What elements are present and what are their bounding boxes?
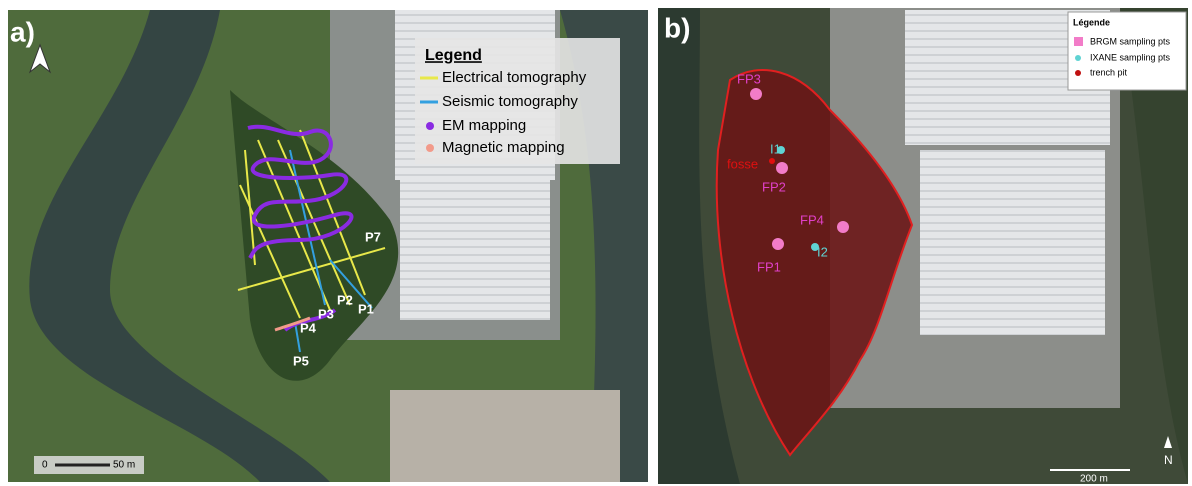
scale-label: 0 bbox=[42, 460, 48, 471]
legend-swatch bbox=[1075, 70, 1081, 76]
scale-label: 200 m bbox=[1080, 474, 1108, 485]
profile-label: P5 bbox=[293, 353, 309, 368]
legend-box bbox=[415, 38, 620, 164]
river bbox=[29, 10, 330, 482]
scale-label: 50 m bbox=[113, 460, 135, 471]
profile-label: P3 bbox=[318, 306, 334, 321]
legend-box bbox=[1067, 11, 1187, 91]
north-label: N bbox=[1164, 453, 1173, 467]
legend-item: Magnetic mapping bbox=[442, 139, 565, 156]
point-label: FP1 bbox=[757, 259, 781, 274]
legend-swatch bbox=[1075, 55, 1081, 61]
profile-label: P7 bbox=[365, 229, 381, 244]
brgm-pins bbox=[750, 88, 849, 250]
legend-swatch bbox=[1074, 37, 1083, 46]
point-label: FP3 bbox=[737, 71, 761, 86]
legend-title: Legend bbox=[425, 47, 482, 64]
profile-label: P4 bbox=[300, 320, 317, 335]
legend-title: Légende bbox=[1073, 17, 1110, 27]
building bbox=[400, 180, 550, 320]
panel-label: b) bbox=[664, 12, 690, 43]
point-label: fosse bbox=[727, 156, 758, 171]
point-label: FP4 bbox=[800, 212, 824, 227]
legend-item: Electrical tomography bbox=[442, 69, 587, 86]
building bbox=[920, 150, 1105, 335]
ixane-point bbox=[777, 146, 785, 154]
legend-swatch bbox=[426, 122, 434, 130]
substation bbox=[390, 390, 620, 482]
forest bbox=[230, 90, 399, 381]
electrical-lines bbox=[237, 129, 386, 319]
river bbox=[560, 10, 648, 482]
profile-label: P2 bbox=[337, 292, 353, 307]
em-mapping bbox=[247, 124, 354, 332]
point-label: I2 bbox=[817, 244, 828, 259]
north-arrow bbox=[1164, 436, 1172, 448]
legend-item: IXANE sampling pts bbox=[1090, 52, 1171, 62]
panel-label: a) bbox=[10, 16, 35, 47]
point-label: I1 bbox=[770, 141, 781, 156]
north-arrow bbox=[28, 43, 52, 74]
legend-item: trench pit bbox=[1090, 67, 1128, 77]
legend-item: EM mapping bbox=[442, 117, 526, 134]
magnetic-mapping bbox=[274, 316, 311, 332]
legend-item: Seismic tomography bbox=[442, 93, 578, 110]
study-area bbox=[715, 69, 914, 457]
ixane-point bbox=[811, 243, 819, 251]
legend-swatch bbox=[426, 144, 434, 152]
legend-item: BRGM sampling pts bbox=[1090, 36, 1171, 46]
panel-a: Legend Electrical tomography Seismic tom… bbox=[8, 10, 648, 482]
point-label: FP2 bbox=[762, 179, 786, 194]
river bbox=[658, 8, 740, 484]
profile-label: P1 bbox=[358, 301, 374, 316]
seismic-lines bbox=[289, 149, 373, 353]
panel-b: FP3 I1 fosse FP2 FP4 FP1 I2 Légende BRGM… bbox=[658, 8, 1188, 485]
trench-pit bbox=[769, 158, 775, 164]
vegetation bbox=[1120, 8, 1188, 484]
